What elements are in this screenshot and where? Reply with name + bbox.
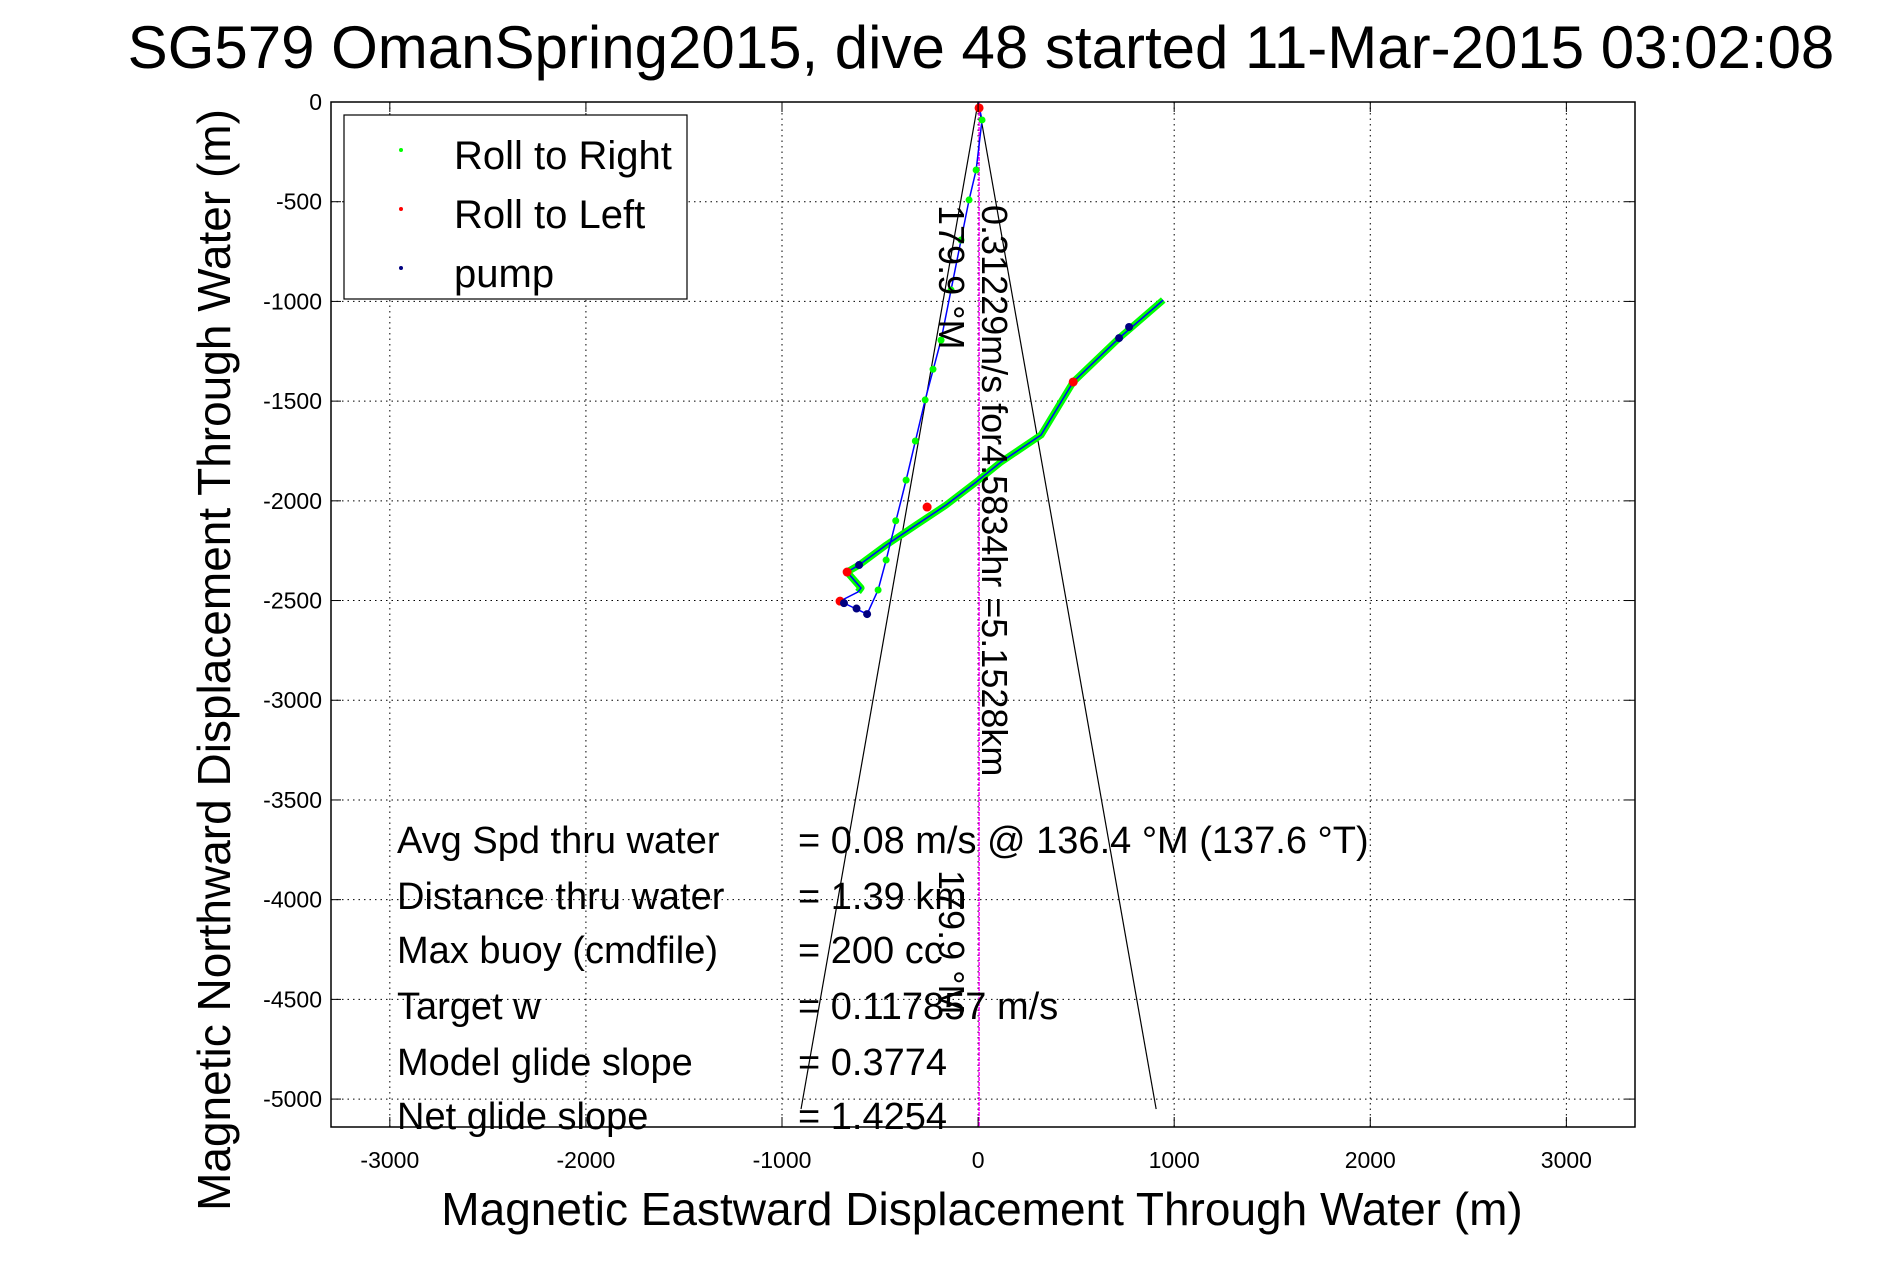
stat-value: = 200 cc [798,930,943,972]
x-tick-label: 0 [972,1147,985,1173]
y-tick-label: -2000 [263,488,322,514]
stat-label: Target w [397,986,541,1028]
stat-label: Net glide slope [397,1096,648,1138]
roll-right-point [921,396,929,404]
y-tick-label: 0 [309,89,322,115]
y-tick-label: -3000 [263,687,322,713]
ticks: -3000 -2000 -1000 0 1000 2000 3000 0 -500 -1000 -1… [263,89,1635,1173]
x-tick-label: -2000 [557,1147,616,1173]
roll-right-point [911,437,919,445]
stat-label: Distance thru water [397,876,725,918]
x-tick-label: -1000 [753,1147,812,1173]
y-tick-label: -2500 [263,588,322,614]
x-tick-label: 1000 [1149,1147,1200,1173]
stat-label: Max buoy (cmdfile) [397,930,718,972]
roll-right-point [972,166,980,174]
x-tick-label: 2000 [1345,1147,1396,1173]
chart-title: SG579 OmanSpring2015, dive 48 started 11… [128,14,1835,81]
y-axis-label: Magnetic Northward Displacement Through … [188,109,240,1211]
legend-label-roll-right: Roll to Right [454,134,672,178]
stat-value: = 0.117857 m/s [798,986,1058,1028]
y-tick-label: -1500 [263,388,322,414]
roll-left-point [1068,377,1078,387]
roll-right-point [978,116,986,124]
annotation-heading-1: 179.9 °M [931,205,972,349]
plot-area [800,101,1166,1127]
stat-value: = 0.08 m/s @ 136.4 °M (137.6 °T) [798,820,1369,862]
roll-right-point [947,286,955,294]
roll-left-point [842,567,852,577]
roll-right-point [957,236,965,244]
y-tick-label: -3500 [263,787,322,813]
roll-right-point [937,336,945,344]
pump-point [1115,334,1124,343]
legend-marker-roll-right [399,148,403,152]
axes-box [330,101,1636,1128]
legend-marker-roll-left [399,207,403,211]
annotation-heading-2: 179.9 °M [931,870,972,1014]
pump-point [1125,322,1134,331]
roll-right-point [892,517,900,525]
pump-point [855,561,864,570]
legend-label-roll-left: Roll to Left [454,193,645,237]
y-tick-label: -4000 [263,887,322,913]
stats-block: Avg Spd thru water = 0.08 m/s @ 136.4 °M… [397,820,1369,1138]
y-tick-label: -500 [276,189,322,215]
roll-right-point [929,365,937,373]
legend-marker-pump [399,266,403,270]
stat-value: = 1.39 km [798,876,966,918]
x-tick-label: 3000 [1541,1147,1592,1173]
roll-left-point [974,103,984,113]
cone-line [977,101,1157,1110]
legend: Roll to Right Roll to Left pump [343,114,688,300]
legend-label-pump: pump [454,252,554,296]
roll-right-point [882,556,890,564]
x-tick-label: -3000 [360,1147,419,1173]
stat-label: Avg Spd thru water [397,820,720,862]
roll-right-point [874,586,882,594]
x-axis-label: Magnetic Eastward Displacement Through W… [441,1183,1522,1235]
y-tick-label: -1000 [263,288,322,314]
roll-right-point [902,476,910,484]
stat-value: = 1.4254 [798,1096,947,1138]
stat-value: = 0.3774 [798,1042,947,1084]
y-tick-label: -4500 [263,986,322,1012]
y-tick-label: -5000 [263,1086,322,1112]
pump-point [852,604,861,613]
pump-point [863,610,872,619]
cone-line [800,101,979,1110]
stat-label: Model glide slope [397,1042,693,1084]
annotation-current: 0.31229m/s for4.5834hr =5.1528km [974,205,1015,776]
pump-point [839,599,848,608]
roll-left-point [922,502,932,512]
roll-right-point [965,196,973,204]
